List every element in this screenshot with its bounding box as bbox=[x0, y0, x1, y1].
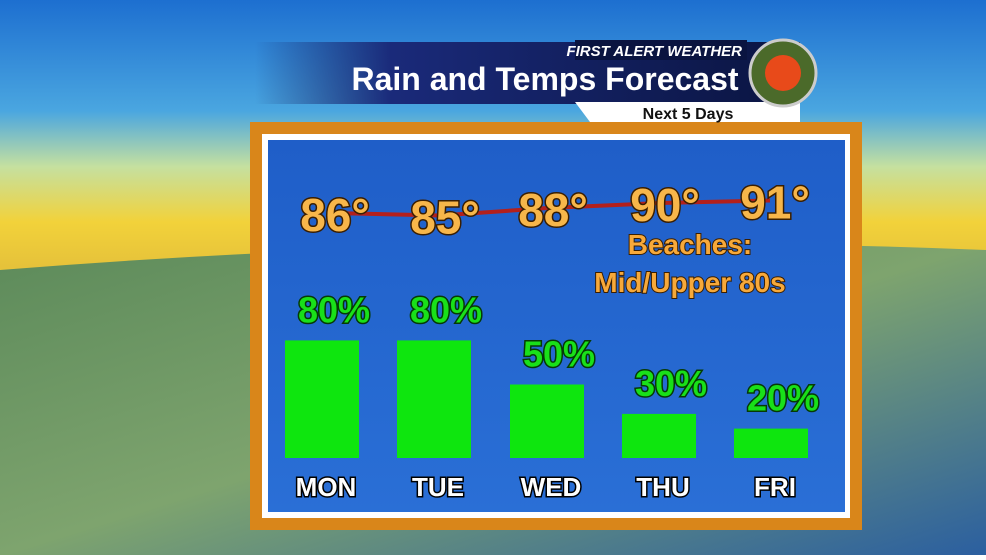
bar bbox=[622, 413, 696, 458]
value-label: 30% bbox=[635, 363, 707, 404]
bar bbox=[510, 384, 584, 458]
bar bbox=[397, 340, 471, 458]
value-label: 50% bbox=[523, 334, 595, 375]
brand: FIRST ALERT WEATHER bbox=[566, 43, 742, 60]
category-label: MON bbox=[296, 472, 357, 502]
bar bbox=[285, 340, 359, 458]
category-label: WED bbox=[521, 472, 582, 502]
bar bbox=[734, 428, 808, 458]
temp-label: 91° bbox=[740, 177, 810, 229]
annotation: Mid/Upper 80s bbox=[594, 267, 785, 298]
category-label: THU bbox=[636, 472, 689, 502]
temp-line bbox=[329, 198, 771, 218]
temp-label: 85° bbox=[410, 192, 480, 244]
brand-strip bbox=[575, 40, 747, 60]
category-label: FRI bbox=[754, 472, 796, 502]
value-label: 20% bbox=[747, 378, 819, 419]
subtitle: Next 5 Days bbox=[643, 106, 734, 123]
value-label: 80% bbox=[410, 289, 482, 330]
temp-label: 90° bbox=[630, 179, 700, 231]
title: Rain and Temps Forecast bbox=[351, 61, 738, 97]
category-label: TUE bbox=[412, 472, 464, 502]
value-label: 80% bbox=[298, 289, 370, 330]
logo-storm bbox=[765, 55, 801, 91]
subtitle-box bbox=[575, 102, 800, 122]
temp-label: 88° bbox=[518, 184, 588, 236]
annotation: Beaches: bbox=[628, 229, 753, 260]
temp-label: 86° bbox=[300, 189, 370, 241]
